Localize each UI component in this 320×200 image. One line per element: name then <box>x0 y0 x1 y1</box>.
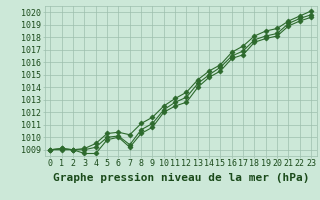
X-axis label: Graphe pression niveau de la mer (hPa): Graphe pression niveau de la mer (hPa) <box>52 173 309 183</box>
